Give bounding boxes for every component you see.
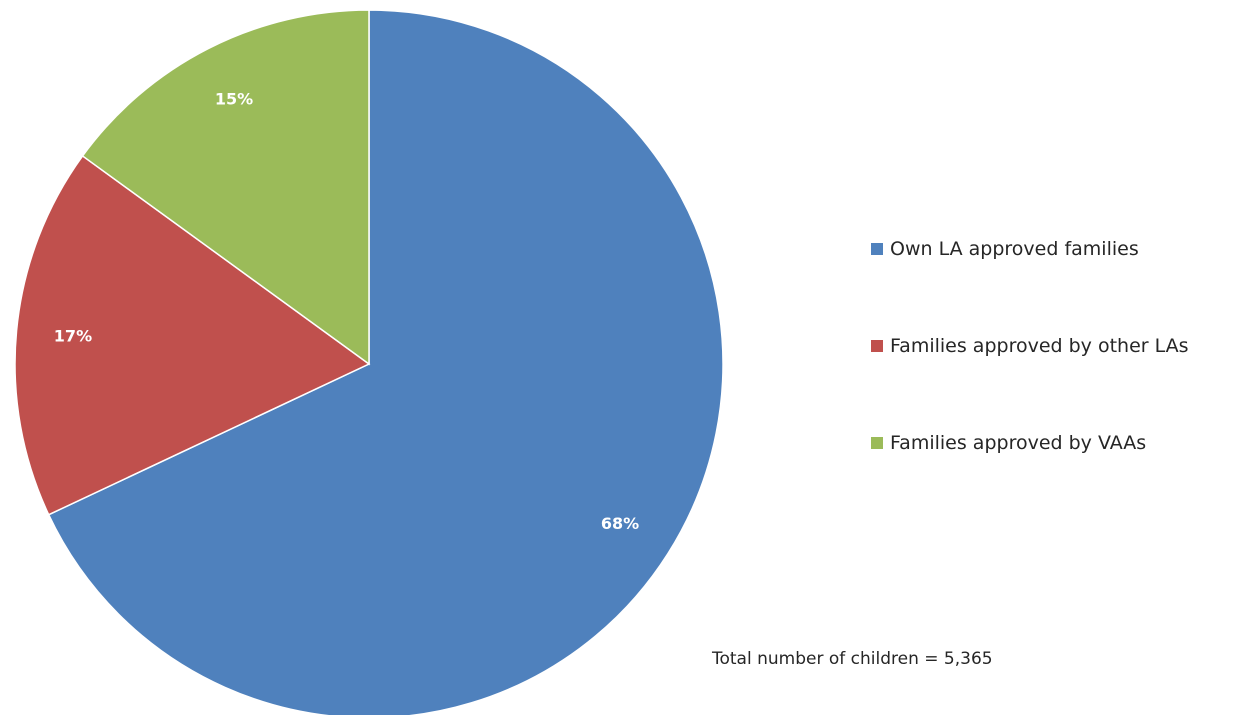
data-label-families-approved-by-other-las: 17% xyxy=(54,327,92,346)
pie-data-labels: 68% 17% 15% xyxy=(54,90,639,533)
legend-label-families-approved-by-vaas: Families approved by VAAs xyxy=(890,432,1146,454)
legend-label-own-la-approved-families: Own LA approved families xyxy=(890,238,1139,260)
legend-swatch-families-approved-by-other-las xyxy=(871,340,883,352)
pie-slice-families-approved-by-vaas xyxy=(81,9,370,366)
total-children-note: Total number of children = 5,365 xyxy=(711,649,993,669)
legend-label-families-approved-by-other-las: Families approved by other LAs xyxy=(890,335,1189,357)
legend: Own LA approved families Families approve… xyxy=(871,238,1189,454)
data-label-families-approved-by-vaas: 15% xyxy=(215,90,253,109)
legend-swatch-own-la-approved-families xyxy=(871,243,883,255)
legend-swatch-families-approved-by-vaas xyxy=(871,437,883,449)
pie-slice-families-approved-by-other-las xyxy=(14,154,371,516)
data-label-own-la-approved-families: 68% xyxy=(601,514,639,533)
pie-slices xyxy=(14,9,724,715)
pie-slice-own-la-approved-families xyxy=(47,9,724,715)
